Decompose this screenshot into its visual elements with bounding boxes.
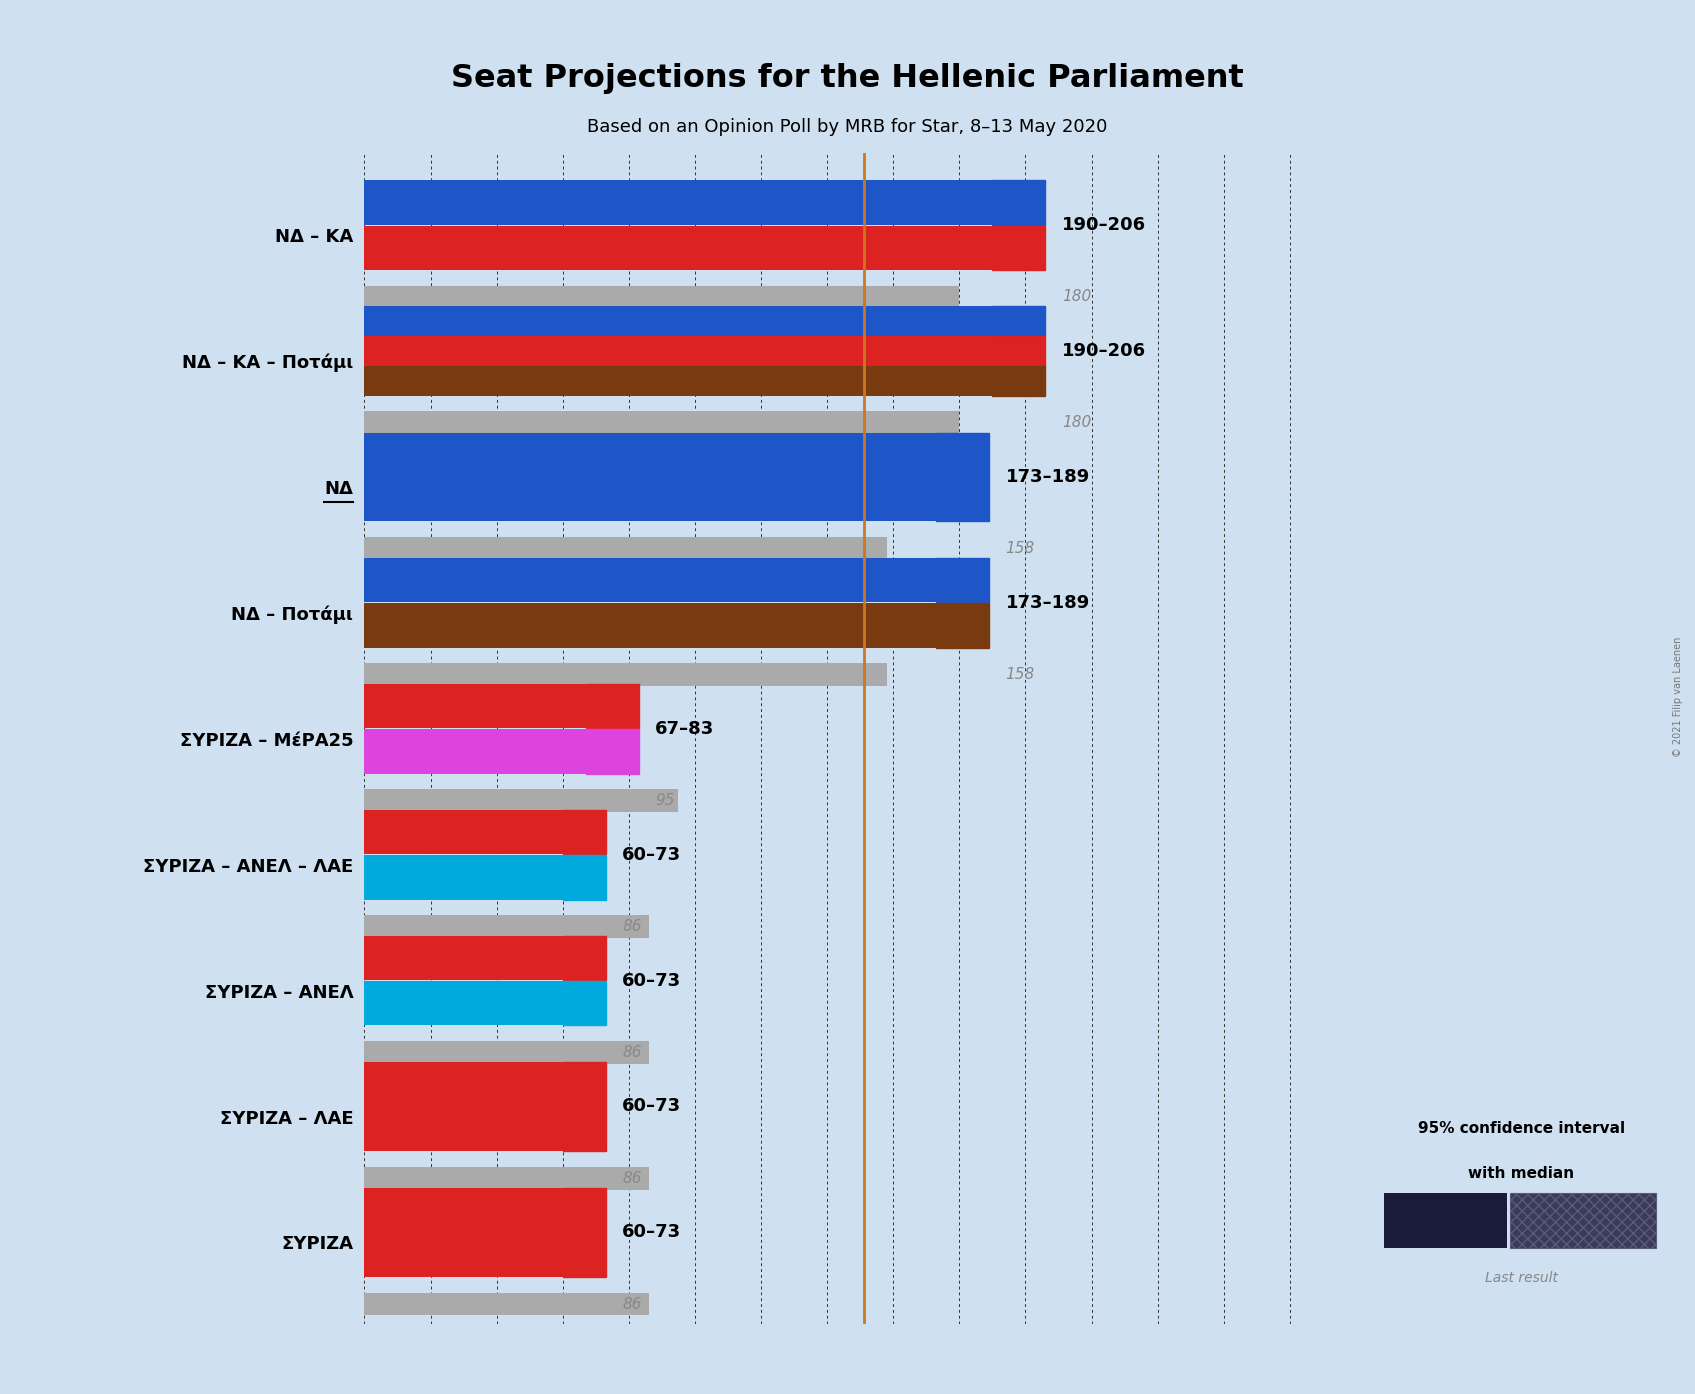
Text: Based on an Opinion Poll by MRB for Star, 8–13 May 2020: Based on an Opinion Poll by MRB for Star… [586,118,1109,137]
Bar [586,684,639,728]
Bar [364,1062,563,1151]
Bar [364,180,993,224]
Bar [364,367,993,396]
Bar [364,1188,563,1277]
Bar [993,307,1046,336]
Bar [364,914,649,938]
Text: Last result: Last result [1485,1271,1558,1285]
Bar [936,432,990,521]
Bar [364,307,993,336]
Bar [364,1292,649,1316]
Bar [364,336,993,365]
Bar [364,729,586,774]
Bar [993,226,1046,270]
Text: 60–73: 60–73 [622,1097,681,1115]
Bar [1510,1193,1656,1248]
Bar [993,367,1046,396]
Bar [586,684,639,728]
Bar [563,1188,605,1277]
Bar [364,981,563,1026]
Bar [563,981,605,1026]
Bar [563,1188,605,1277]
Bar [563,855,605,899]
Bar [1385,1193,1507,1248]
Text: Seat Projections for the Hellenic Parliament: Seat Projections for the Hellenic Parlia… [451,63,1244,93]
Bar [364,411,959,434]
Bar [936,604,990,648]
Bar [993,307,1046,336]
Text: 180: 180 [1061,290,1092,304]
Bar [586,729,639,774]
Bar [364,935,563,980]
Bar [364,604,936,648]
Bar [563,810,605,855]
Bar [563,810,605,855]
Text: 60–73: 60–73 [622,1224,681,1242]
Bar [563,935,605,980]
Bar [364,226,993,270]
Text: 173–189: 173–189 [1005,594,1090,612]
Bar [936,604,990,648]
Text: 60–73: 60–73 [622,972,681,990]
Text: 158: 158 [1005,541,1036,556]
Bar [364,558,936,602]
Bar [993,180,1046,224]
Bar [364,1167,649,1189]
Bar [563,981,605,1026]
Text: 173–189: 173–189 [1005,468,1090,487]
Bar [993,180,1046,224]
Bar [993,336,1046,365]
Text: 95: 95 [656,793,675,809]
Text: 86: 86 [622,919,642,934]
Bar [563,1062,605,1151]
Bar [936,558,990,602]
Bar [936,432,990,521]
Bar [364,537,886,560]
Text: 158: 158 [1005,668,1036,682]
Text: © 2021 Filip van Laenen: © 2021 Filip van Laenen [1673,637,1683,757]
Bar [586,729,639,774]
Bar [364,1041,649,1064]
Text: 60–73: 60–73 [622,846,681,864]
Bar [936,558,990,602]
Bar [563,935,605,980]
Bar [993,367,1046,396]
Text: 190–206: 190–206 [1061,216,1146,234]
Bar [993,336,1046,365]
Bar [364,855,563,899]
Bar [364,684,586,728]
Text: 180: 180 [1061,415,1092,431]
Text: 95% confidence interval: 95% confidence interval [1417,1121,1626,1136]
Bar [563,855,605,899]
Bar [364,432,936,521]
Bar [364,810,563,855]
Text: 86: 86 [622,1296,642,1312]
Bar [364,286,959,308]
Bar [364,789,678,811]
Text: 86: 86 [622,1046,642,1059]
Text: 67–83: 67–83 [656,719,715,737]
Bar [993,226,1046,270]
Bar [563,1062,605,1151]
Text: 190–206: 190–206 [1061,342,1146,360]
Bar [364,664,886,686]
Text: with median: with median [1468,1165,1575,1181]
Text: 86: 86 [622,1171,642,1186]
